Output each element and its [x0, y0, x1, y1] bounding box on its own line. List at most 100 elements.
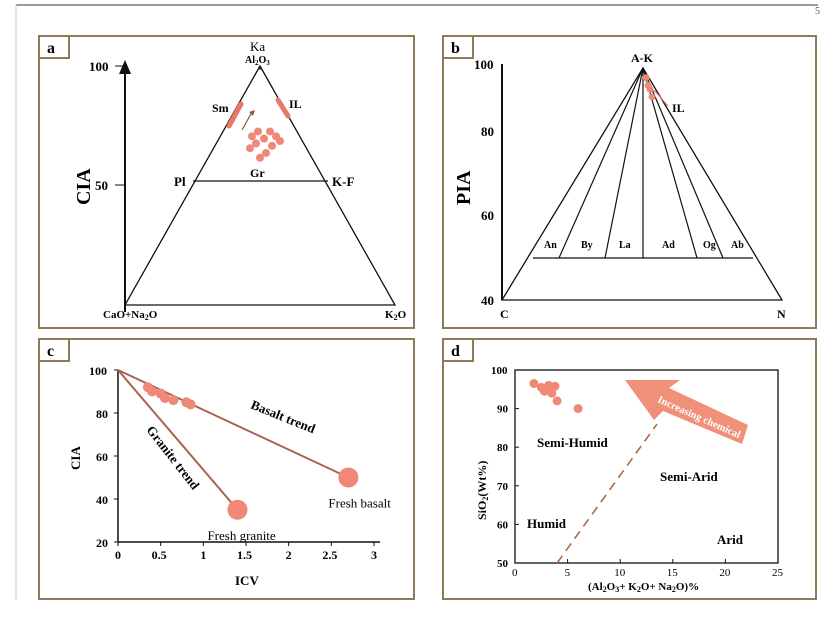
- panel-b-corner-c: C: [500, 307, 509, 321]
- panel-c-y-tick-label: 20: [96, 536, 108, 550]
- panel-b-tick-60: 60: [481, 208, 494, 223]
- panel-b-frame: [442, 35, 817, 329]
- panel-a-label-il: IL: [289, 97, 302, 111]
- panel-a-sample-point: [254, 127, 262, 136]
- panel-b-corner-n: N: [777, 307, 786, 321]
- panel-c-y-tick-label: 40: [96, 493, 108, 507]
- panel-b-tick-40: 40: [481, 293, 494, 308]
- panel-d-region-label: Arid: [717, 532, 744, 547]
- panel-a-tick-label-100: 100: [89, 59, 109, 74]
- panel-b-ray-5: [642, 67, 724, 259]
- panel-c-sample-point: [147, 386, 158, 397]
- panel-c-label: c: [47, 343, 54, 360]
- panel-a-il-band: [275, 97, 291, 119]
- panel-b-segment-og: Og: [703, 240, 716, 251]
- panel-a-corner-left: CaO+Na2O: [103, 309, 158, 322]
- panel-a-arrow-head: [249, 110, 255, 116]
- panel-d-arrow-shape: [625, 380, 748, 444]
- panel-b-segment-by: By: [581, 240, 593, 251]
- panel-a-sm-band: [226, 101, 244, 129]
- panel-b: b 100 80 60 40 PIA An By La Ad Og Ab A-K…: [442, 35, 817, 329]
- panel-b-segment-ab: Ab: [731, 240, 744, 251]
- panel-a-label-kf: K-F: [332, 174, 354, 189]
- panel-d-region-label: Semi-Arid: [660, 469, 719, 484]
- panel-d-y-tick-label: 80: [497, 442, 509, 454]
- panel-c-trend-line: [117, 369, 239, 511]
- panel-a-triangle: [123, 64, 397, 306]
- panel-a-sample-point: [266, 127, 274, 136]
- panel-c-y-tick-label: 60: [96, 450, 108, 464]
- panel-a-sample-point: [246, 144, 254, 153]
- panel-a-sample-point: [248, 132, 256, 141]
- panel-d-x-tick-label: 25: [772, 567, 784, 579]
- panel-c-x-tick-label: 1: [200, 548, 206, 562]
- panel-d-ylabel: SiO2(Wt%): [475, 461, 490, 520]
- panel-b-tick-80: 80: [481, 124, 494, 139]
- panel-b-label-il: IL: [672, 101, 685, 115]
- panel-a-sample-point: [268, 141, 276, 150]
- panel-a-corner-right: K2O: [385, 309, 407, 322]
- panel-a-apex-al2o3: Al2O3: [245, 55, 270, 67]
- panel-a-points: [246, 127, 284, 162]
- panel-c-trend-line: [117, 369, 349, 479]
- panel-a-label-box: [38, 35, 70, 59]
- panel-b-apex: A-K: [631, 51, 654, 65]
- panel-d-xlabel: (Al2O3+ K2O+ Na2O)%: [588, 581, 699, 594]
- panel-b-tick-100: 100: [474, 57, 494, 72]
- panel-a-sample-point: [262, 148, 270, 157]
- panel-b-ray-1: [558, 67, 644, 259]
- panel-c-y-tick-label: 100: [89, 364, 107, 378]
- panel-d-y-tick-label: 50: [497, 558, 509, 570]
- panel-a-tick-label-50: 50: [95, 178, 108, 193]
- panel-a-arrow: [241, 111, 253, 131]
- panel-b-sample-point: [646, 85, 654, 93]
- panel-d-y-tick-label: 70: [497, 481, 509, 493]
- panel-a-label-sm: Sm: [212, 101, 229, 115]
- panel-c-sample-point: [168, 395, 179, 406]
- panel-c-endmember-point: [338, 467, 359, 488]
- corner-mark: 5: [815, 6, 820, 17]
- panel-c-x-tick-label: 0.5: [152, 548, 167, 562]
- panel-b-il-leader: [653, 89, 669, 107]
- panel-b-label-box: [442, 35, 474, 59]
- panel-a-frame: [38, 35, 415, 329]
- panel-c-label-box: [38, 338, 70, 362]
- panel-a-label-gr: Gr: [250, 166, 265, 180]
- panel-d-y-tick-label: 60: [497, 519, 509, 531]
- panel-a-sample-point: [260, 134, 268, 143]
- panel-b-segment-la: La: [619, 240, 631, 251]
- panel-d-sample-point: [552, 396, 562, 406]
- panel-b-segment-ad: Ad: [662, 240, 675, 251]
- panel-d-sample-point: [529, 379, 539, 389]
- panel-d-label-box: [442, 338, 474, 362]
- panel-d-sample-point: [547, 388, 557, 398]
- panel-d-region-label: Humid: [527, 516, 567, 531]
- panel-a-sample-point: [256, 153, 264, 162]
- panel-d-y-tick-label: 90: [497, 404, 509, 416]
- panel-a-axis-arrow: [119, 60, 131, 74]
- panel-b-sample-point: [648, 93, 656, 101]
- panel-d-sample-point: [573, 404, 583, 414]
- panel-c-x-tick-label: 1.5: [237, 548, 252, 562]
- panel-b-triangle: [500, 66, 784, 301]
- panel-d-x-tick-label: 0: [512, 567, 518, 579]
- panel-c-endmember-point: [227, 499, 248, 520]
- panel-c-endmember-label: Fresh basalt: [328, 496, 391, 511]
- panel-c-y-tick-label: 80: [96, 407, 108, 421]
- panel-d-y-tick-label: 100: [491, 365, 508, 377]
- panel-b-ylabel: PIA: [453, 170, 475, 205]
- panel-d-frame: [442, 338, 817, 600]
- panel-a-label: a: [47, 40, 55, 57]
- panel-c-frame: [38, 338, 415, 600]
- panel-c-sample-point: [185, 399, 196, 410]
- panel-d-divider-line: [556, 423, 658, 564]
- panel-a: a 100 50 CIA Ka Al2O3 CaO+Na2O K2O Pl Gr…: [38, 35, 415, 329]
- panel-d-x-tick-label: 15: [667, 567, 679, 579]
- panel-a-sample-point: [252, 139, 260, 148]
- panel-b-label: b: [451, 40, 460, 57]
- panel-c-x-tick-label: 2.5: [322, 548, 337, 562]
